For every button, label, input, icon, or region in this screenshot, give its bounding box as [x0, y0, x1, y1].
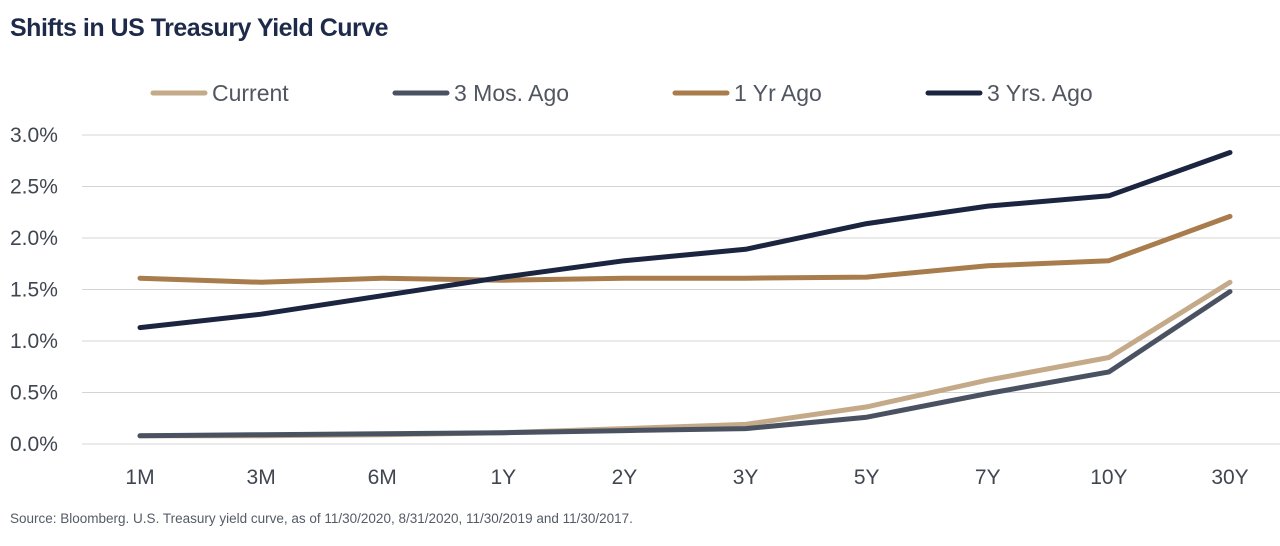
legend-label: 3 Mos. Ago [454, 80, 569, 106]
legend-label: 3 Yrs. Ago [987, 80, 1093, 106]
series-lines [137, 150, 1233, 439]
x-tick-label: 2Y [612, 466, 638, 489]
y-axis-tick-labels: 0.0% 0.5% 1.0% 1.5% 2.0% 2.5% 3.0% [10, 124, 58, 456]
x-tick-label: 5Y [854, 466, 880, 489]
legend-label: Current [212, 80, 289, 106]
y-tick-label: 2.0% [10, 227, 58, 250]
source-note: Source: Bloomberg. U.S. Treasury yield c… [10, 511, 633, 526]
x-tick-label: 30Y [1211, 466, 1248, 489]
series-line-1-yr-ago [137, 213, 1233, 285]
y-tick-label: 2.5% [10, 176, 58, 199]
legend-label: 1 Yr Ago [734, 80, 822, 106]
gridlines [82, 134, 1280, 445]
x-tick-label: 1M [125, 466, 154, 489]
legend: Current 3 Mos. Ago 1 Yr Ago 3 Yrs. Ago [150, 80, 1093, 106]
x-tick-label: 1Y [490, 466, 516, 489]
x-tick-label: 6M [368, 466, 397, 489]
y-tick-label: 1.0% [10, 330, 58, 353]
y-tick-label: 0.0% [10, 433, 58, 456]
y-tick-label: 1.5% [10, 279, 58, 302]
series-line-3-mos-ago [137, 289, 1233, 439]
x-tick-label: 10Y [1090, 466, 1127, 489]
x-tick-label: 3M [247, 466, 276, 489]
x-tick-label: 3Y [733, 466, 759, 489]
x-tick-label: 7Y [975, 466, 1001, 489]
chart-title: Shifts in US Treasury Yield Curve [10, 14, 389, 42]
x-axis-tick-labels: 1M 3M 6M 1Y 2Y 3Y 5Y 7Y 10Y 30Y [125, 466, 1248, 489]
series-line-3-yrs-ago [137, 150, 1233, 331]
y-tick-label: 0.5% [10, 382, 58, 405]
y-tick-label: 3.0% [10, 124, 58, 147]
